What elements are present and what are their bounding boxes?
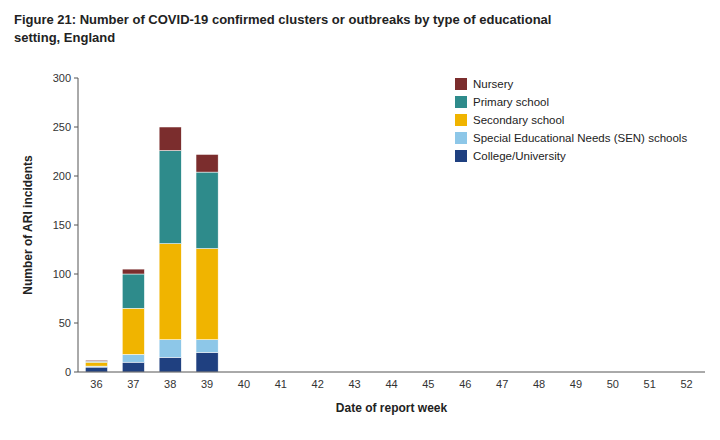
x-tick-label: 49: [570, 378, 582, 390]
legend-label: Secondary school: [473, 114, 564, 126]
background: [0, 0, 720, 440]
x-tick-label: 38: [164, 378, 176, 390]
legend-swatch: [455, 132, 467, 144]
x-tick-label: 47: [496, 378, 508, 390]
x-tick-label: 42: [312, 378, 324, 390]
y-axis-label: Number of ARI incidents: [21, 155, 35, 295]
y-tick-label: 150: [53, 219, 71, 231]
y-tick-label: 50: [59, 317, 71, 329]
bar-segment: [122, 274, 144, 308]
y-tick: [74, 274, 78, 275]
y-tick: [74, 323, 78, 324]
bar-segment: [196, 340, 218, 353]
x-tick-label: 45: [422, 378, 434, 390]
y-tick: [74, 372, 78, 373]
bar-segment: [196, 172, 218, 248]
y-tick: [74, 127, 78, 128]
y-tick-label: 250: [53, 121, 71, 133]
bars: [85, 127, 218, 372]
title: Figure 21: Number of COVID-19 confirmed …: [14, 12, 551, 27]
x-tick-label: 43: [348, 378, 360, 390]
axes: 0 50 100 150 200 250 300 36 37 38 39 40 41 42 43 44 45 46…: [53, 72, 705, 390]
legend-swatch: [455, 114, 467, 126]
y-tick-label: 0: [65, 366, 71, 378]
x-tick-label: 36: [90, 378, 102, 390]
x-tick-label: 48: [533, 378, 545, 390]
x-axis-label: Date of report week: [336, 401, 448, 415]
bar-segment: [85, 367, 107, 372]
legend-swatch: [455, 150, 467, 162]
bar-segment: [122, 362, 144, 372]
chart: Figure 21: Number of COVID-19 confirmed …: [0, 0, 720, 440]
legend-swatch: [455, 96, 467, 108]
x-tick-label: 41: [275, 378, 287, 390]
bar-segment: [122, 308, 144, 354]
bar-segment: [122, 354, 144, 362]
y-tick: [74, 78, 78, 79]
bar-segment: [122, 269, 144, 274]
x-tick-label: 52: [680, 378, 692, 390]
y-tick-label: 200: [53, 170, 71, 182]
y-tick: [74, 225, 78, 226]
y-tick-label: 100: [53, 268, 71, 280]
bar-segment: [85, 362, 107, 366]
x-tick-label: 39: [201, 378, 213, 390]
y-tick: [74, 176, 78, 177]
bar-segment: [159, 340, 181, 358]
legend-label: Primary school: [473, 96, 549, 108]
legend-label: Special Educational Needs (SEN) schools: [473, 132, 687, 144]
subtitle: setting, England: [14, 30, 115, 45]
x-tick-label: 37: [127, 378, 139, 390]
x-tick-label: 51: [644, 378, 656, 390]
legend: Nursery Primary school Secondary school Spe…: [455, 78, 687, 162]
legend-label: Nursery: [473, 78, 514, 90]
bar-segment: [196, 352, 218, 372]
x-tick-label: 44: [385, 378, 397, 390]
x-tick-label: 50: [607, 378, 619, 390]
bar-segment: [159, 127, 181, 151]
x-axis-line: [78, 372, 705, 373]
bar-segment: [85, 360, 107, 362]
bar-segment: [159, 357, 181, 372]
bar-segment: [159, 244, 181, 340]
bar-segment: [196, 249, 218, 340]
legend-swatch: [455, 78, 467, 90]
bar-segment: [196, 154, 218, 172]
bar-segment: [159, 151, 181, 244]
x-tick-label: 40: [238, 378, 250, 390]
x-tick-label: 46: [459, 378, 471, 390]
legend-label: College/University: [473, 150, 566, 162]
bar-segment: [85, 361, 107, 363]
y-tick-label: 300: [53, 72, 71, 84]
